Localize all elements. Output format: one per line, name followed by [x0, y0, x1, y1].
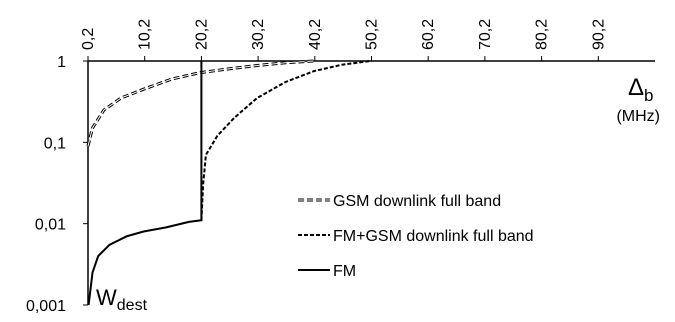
x-tick-label: 50,2 — [364, 19, 381, 50]
legend-label: FM — [333, 263, 356, 280]
series-line — [87, 61, 203, 306]
x-tick-label: 90,2 — [590, 19, 607, 50]
annotation: Wdest — [96, 285, 148, 314]
legend-label: GSM downlink full band — [333, 193, 501, 210]
x-tick-label: 30,2 — [250, 19, 267, 50]
legend-label: FM+GSM downlink full band — [333, 228, 534, 245]
x-tick-label: 80,2 — [534, 19, 551, 50]
x-tick-label: 70,2 — [477, 19, 494, 50]
annotation-text: W — [96, 285, 117, 310]
y-tick-label: 1 — [57, 54, 66, 71]
x-axis-label: Δb — [628, 74, 654, 105]
x-axis-symbol: Δ — [628, 74, 644, 101]
x-axis-sub: b — [644, 86, 653, 105]
y-tick-label: 0,01 — [35, 217, 66, 234]
x-tick-label: 40,2 — [307, 19, 324, 50]
x-tick-label: 0,2 — [80, 28, 97, 50]
annotation-sub: dest — [117, 297, 148, 314]
y-tick-label: 0,1 — [44, 135, 66, 152]
x-tick-label: 10,2 — [137, 19, 154, 50]
series-line — [200, 60, 371, 221]
x-axis-unit: (MHz) — [616, 108, 660, 125]
x-tick-label: 20,2 — [193, 19, 210, 50]
series-line-inner — [87, 60, 314, 147]
y-tick-label: 0,001 — [26, 298, 66, 315]
x-tick-label: 60,2 — [420, 19, 437, 50]
